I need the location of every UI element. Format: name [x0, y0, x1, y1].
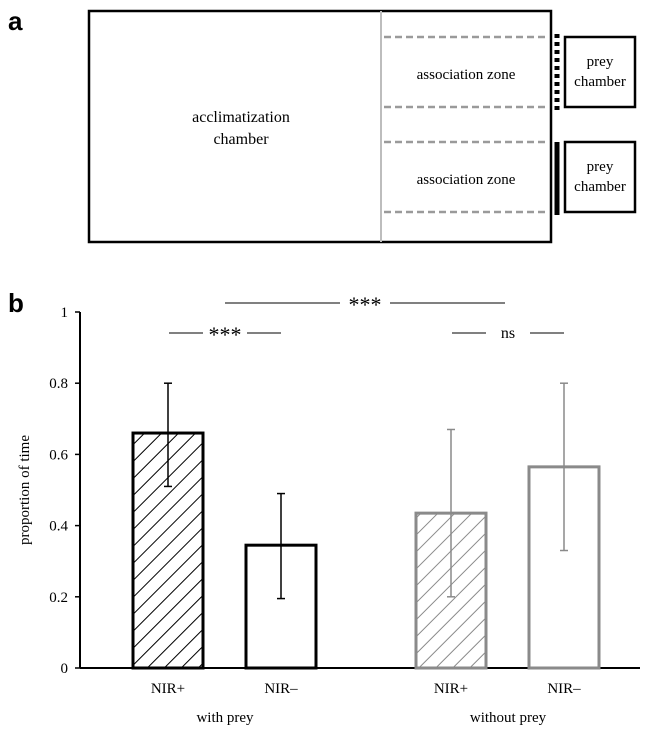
label-line: prey — [587, 159, 614, 175]
label-line: chamber — [574, 179, 626, 195]
association-zone-label: association zone — [417, 67, 516, 83]
group-label: without prey — [470, 710, 547, 726]
group-label: with prey — [196, 710, 254, 726]
bar — [131, 431, 205, 670]
arena-outline — [87, 9, 553, 244]
label-line: acclimatization — [192, 109, 290, 126]
prey-chamber — [563, 35, 637, 109]
y-tick-label: 0 — [61, 661, 69, 677]
panel-b-label: b — [8, 288, 24, 318]
prey-chamber — [563, 140, 637, 214]
y-tick-label: 0.6 — [49, 447, 68, 463]
association-zone-label: association zone — [417, 172, 516, 188]
arena-diagram: acclimatization chamber association zone … — [87, 9, 637, 244]
category-label: NIR+ — [151, 681, 185, 697]
y-tick-label: 0.8 — [49, 376, 68, 392]
panel-a-label: a — [8, 6, 23, 36]
significance-label: ns — [501, 325, 515, 342]
acclimatization-chamber-label: acclimatization chamber — [192, 109, 290, 148]
category-label: NIR+ — [434, 681, 468, 697]
prey-chamber-label: prey chamber — [574, 54, 626, 90]
between-groups-significance-label: *** — [349, 292, 382, 317]
significance-label: *** — [209, 322, 242, 347]
category-label: NIR– — [264, 681, 298, 697]
y-tick-label: 0.4 — [49, 519, 68, 535]
y-axis-label: proportion of time — [17, 435, 33, 545]
y-tick-label: 1 — [61, 305, 69, 321]
label-line: chamber — [574, 74, 626, 90]
bar-chart: 0 0.2 0.4 0.6 0.8 1 proportion of time NIR+ NIR–… — [17, 292, 640, 726]
label-line: prey — [587, 54, 614, 70]
category-label: NIR– — [547, 681, 581, 697]
y-tick-label: 0.2 — [49, 590, 68, 606]
label-line: chamber — [213, 131, 269, 148]
prey-chamber-label: prey chamber — [574, 159, 626, 195]
